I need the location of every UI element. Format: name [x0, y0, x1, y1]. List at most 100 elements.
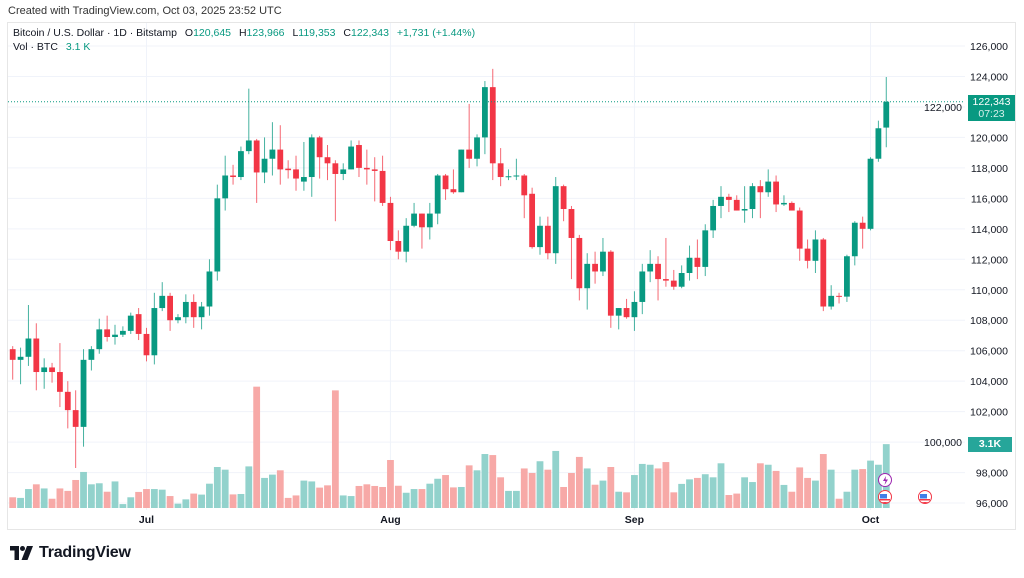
chart-legend: Bitcoin / U.S. Dollar · 1D · Bitstamp O1… — [13, 26, 475, 54]
candle-up — [647, 263, 654, 272]
volume-bar — [591, 484, 599, 508]
candle-up — [182, 301, 189, 318]
volume-bar — [442, 475, 449, 508]
volume-bar — [536, 461, 544, 508]
volume-bar — [64, 490, 72, 508]
candle-down — [33, 338, 40, 373]
volume-bar — [95, 483, 103, 508]
tradingview-logo-icon — [10, 546, 33, 560]
candle-down — [135, 314, 142, 334]
candle-down — [104, 329, 111, 337]
candle-up — [600, 251, 606, 272]
volume-bar — [764, 464, 772, 508]
candle-up — [851, 222, 858, 257]
high-label: H — [238, 27, 247, 39]
candle-up — [96, 329, 103, 350]
candle-up — [198, 306, 205, 318]
volume-bar — [182, 499, 190, 508]
time-tick-label: Oct — [861, 514, 880, 526]
candle-down — [379, 170, 386, 203]
candle-up — [718, 196, 724, 206]
volume-label[interactable]: Vol · BTC — [13, 41, 58, 53]
candle-up — [238, 151, 244, 178]
lightning-event-icon[interactable] — [878, 473, 892, 487]
candle-down — [167, 295, 173, 321]
candle-up — [513, 175, 520, 177]
candle-up — [175, 317, 181, 321]
volume-bar — [749, 482, 756, 508]
candle-up — [458, 149, 465, 193]
volume-bar — [221, 469, 229, 508]
volume-bar — [316, 487, 324, 508]
candle-up — [80, 359, 87, 427]
candle-up — [222, 175, 229, 199]
volume-bar — [426, 483, 434, 508]
candle-down — [568, 209, 575, 238]
volume-bar — [457, 486, 465, 508]
volume-bar — [796, 467, 804, 508]
candle-down — [363, 167, 370, 170]
price-tick-label: 126,000 — [970, 41, 1008, 53]
volume-bar — [552, 450, 560, 508]
volume-bar — [520, 468, 528, 508]
volume-bar — [615, 491, 623, 508]
candle-up — [686, 257, 693, 274]
volume-bar — [481, 454, 489, 508]
volume-bar — [505, 490, 512, 508]
candle-up — [159, 295, 166, 309]
volume-bar — [402, 492, 410, 508]
tradingview-logo[interactable]: TradingView — [10, 544, 131, 562]
volume-bar — [331, 390, 339, 508]
volume-bar — [229, 494, 237, 508]
volume-bar — [497, 477, 505, 508]
volume-bar — [72, 479, 80, 508]
change-value: +1,731 (+1.44%) — [396, 27, 476, 39]
price-tick-label: 108,000 — [970, 315, 1008, 327]
candle-down — [9, 349, 16, 360]
volume-bar — [780, 484, 788, 508]
candle-down — [804, 248, 811, 261]
candle-down — [560, 186, 567, 210]
candle-up — [112, 334, 118, 337]
candle-up — [245, 140, 252, 152]
candle-down — [859, 222, 866, 229]
open-label: O — [184, 27, 194, 39]
price-tick-label: 100,000 — [924, 437, 962, 449]
candle-up — [828, 295, 835, 307]
volume-bar — [654, 468, 662, 508]
price-tick-label: 114,000 — [971, 224, 1008, 236]
volume-bar — [135, 491, 143, 508]
candle-down — [489, 87, 496, 164]
candle-down — [466, 149, 473, 159]
bar-countdown: 07:23 — [978, 108, 1005, 120]
candle-down — [623, 308, 630, 318]
volume-bar — [253, 386, 261, 508]
volume-bar — [843, 491, 851, 508]
volume-bar — [717, 463, 725, 508]
price-tick-label: 118,000 — [971, 163, 1008, 175]
volume-bars — [9, 386, 890, 508]
volume-bar — [725, 495, 733, 508]
volume-bar — [17, 497, 24, 508]
us-flag-event-icon[interactable] — [878, 490, 892, 504]
close-label: C — [343, 27, 351, 39]
volume-bar — [678, 483, 686, 508]
volume-bar — [827, 469, 835, 508]
volume-bar — [56, 488, 64, 508]
volume-bar — [387, 460, 394, 508]
candle-down — [253, 140, 260, 173]
candle-up — [300, 177, 307, 182]
volume-bar — [40, 488, 48, 508]
volume-bar — [25, 489, 32, 508]
us-flag-event-icon[interactable] — [918, 490, 932, 504]
symbol-description[interactable]: Bitcoin / U.S. Dollar · 1D · Bitstamp — [13, 27, 177, 39]
candle-up — [844, 256, 850, 297]
volume-bar — [670, 492, 678, 508]
volume-bar — [48, 498, 56, 508]
chart-frame — [7, 22, 1016, 530]
volume-bar — [276, 470, 284, 508]
volume-bar — [465, 465, 473, 508]
volume-bar — [379, 486, 386, 508]
candle-up — [615, 308, 622, 316]
